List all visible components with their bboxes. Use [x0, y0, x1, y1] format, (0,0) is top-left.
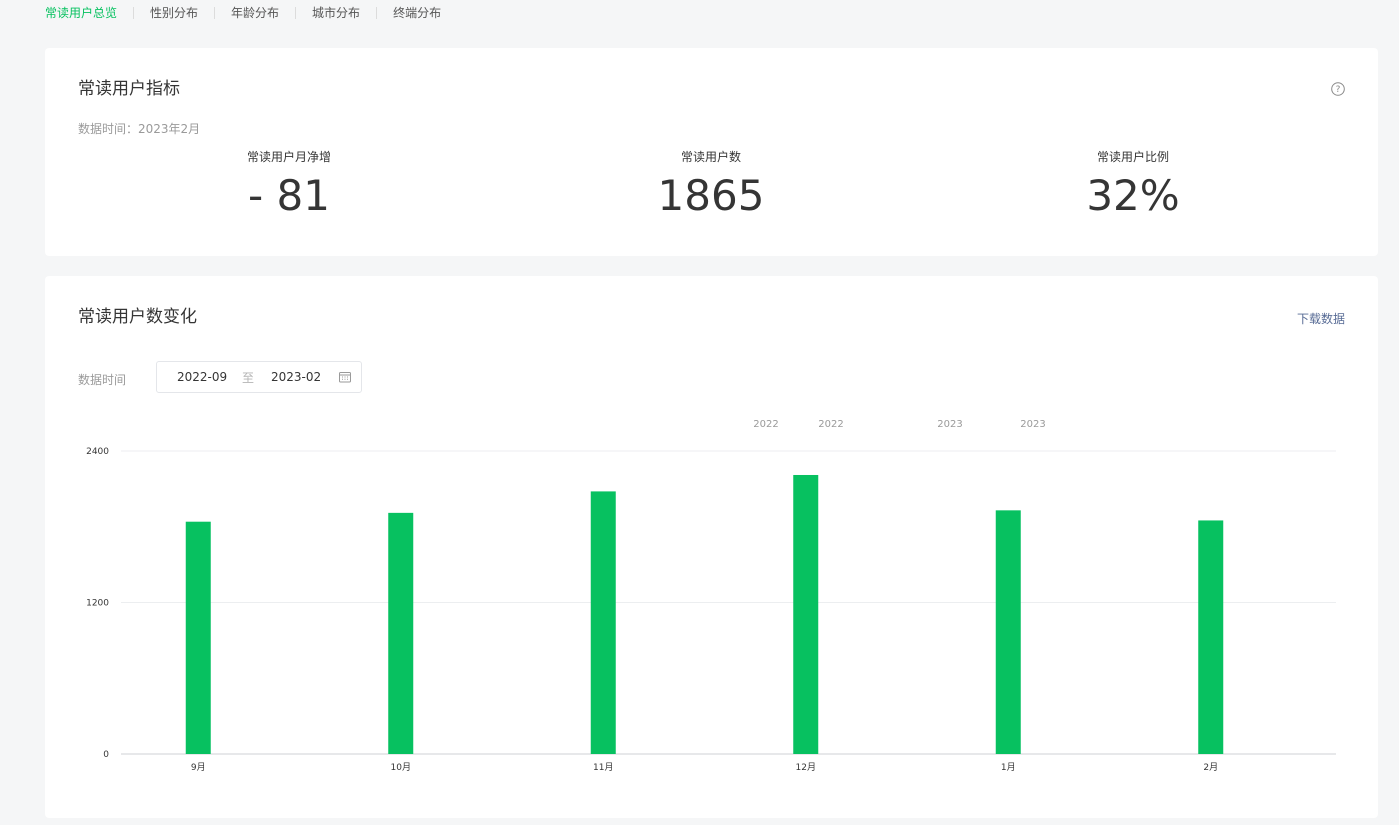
range-separator: 至: [242, 371, 255, 385]
metric-user-count: 常读用户数 1865: [561, 148, 861, 222]
svg-text:?: ?: [1336, 85, 1341, 95]
tab-divider: [295, 7, 297, 19]
x-tick-label: 1月: [1001, 762, 1016, 773]
metric-value: 1865: [657, 171, 765, 220]
x-tick-label: 12月: [796, 762, 816, 773]
x-tick-label: 11月: [593, 762, 613, 773]
bar-0[interactable]: [185, 521, 211, 754]
metrics-card: 常读用户指标 ? 数据时间：2023年2月 常读用户月净增 - 81 常读用户数…: [45, 48, 1378, 256]
metrics-data-time: 数据时间：2023年2月: [78, 122, 201, 136]
metrics-title: 常读用户指标: [78, 79, 180, 99]
metric-label: 常读用户数: [680, 150, 741, 164]
x-tick-label: 9月: [191, 762, 206, 773]
y-tick-label: 0: [103, 750, 109, 760]
bar-3[interactable]: [793, 474, 819, 754]
user-count-bar-chart: 0 1200 2400 9月 10月 11月 12月 1月 2月 2022 2022 2023 2023: [86, 419, 1336, 773]
question-circle-icon[interactable]: ?: [1331, 82, 1345, 96]
tab-2[interactable]: 年龄分布: [231, 6, 280, 20]
tab-divider: [133, 7, 135, 19]
y-tick-label: 1200: [86, 599, 109, 609]
metric-label: 常读用户月净增: [246, 150, 331, 164]
metric-label: 常读用户比例: [1096, 150, 1169, 164]
year-label: 2022: [753, 419, 778, 430]
year-label: 2022: [818, 419, 843, 430]
tab-divider: [214, 7, 216, 19]
tab-divider: [376, 7, 378, 19]
chart-card: 常读用户数变化 下载数据 数据时间 2022-09 至 2023-02 0 120…: [45, 276, 1378, 818]
x-tick-label: 10月: [391, 762, 411, 773]
year-label: 2023: [937, 419, 962, 430]
range-label: 数据时间: [78, 373, 127, 387]
chart-title: 常读用户数变化: [78, 307, 197, 327]
bar-5[interactable]: [1198, 520, 1224, 754]
x-tick-label: 2月: [1203, 762, 1218, 773]
bar-2[interactable]: [590, 491, 616, 754]
download-data-link[interactable]: 下载数据: [1296, 312, 1345, 326]
metric-value: 32%: [1086, 171, 1180, 220]
tab-3[interactable]: 城市分布: [312, 6, 361, 20]
bar-1[interactable]: [388, 512, 414, 754]
y-tick-label: 2400: [86, 447, 109, 457]
tab-bar: 常读用户总览 性别分布 年龄分布 城市分布 终端分布: [45, 5, 441, 21]
year-label: 2023: [1020, 419, 1045, 430]
metric-net-growth: 常读用户月净增 - 81: [139, 148, 439, 222]
calendar-icon[interactable]: [339, 371, 351, 383]
metric-value: - 81: [248, 171, 330, 220]
date-range-picker[interactable]: 2022-09 至 2023-02: [156, 361, 362, 393]
tab-4[interactable]: 终端分布: [393, 6, 442, 20]
metric-user-ratio: 常读用户比例 32%: [983, 148, 1283, 222]
bar-4[interactable]: [995, 510, 1021, 754]
tab-0[interactable]: 常读用户总览: [45, 6, 118, 20]
range-end-input[interactable]: 2023-02: [271, 370, 322, 384]
tab-1[interactable]: 性别分布: [150, 6, 199, 20]
range-start-input[interactable]: 2022-09: [177, 370, 228, 384]
